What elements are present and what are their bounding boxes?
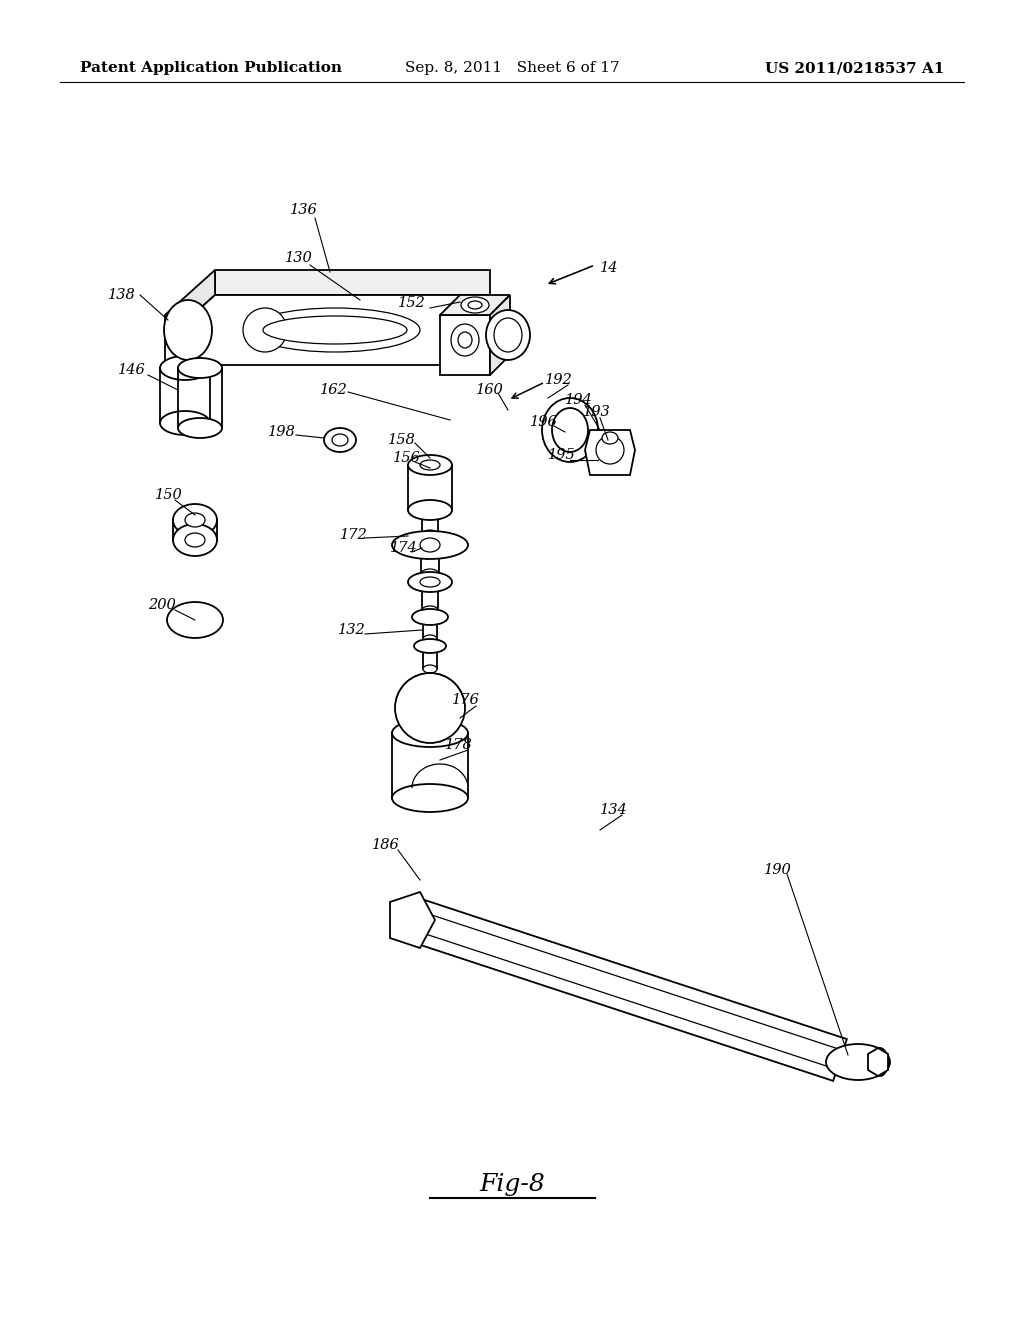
Text: 160: 160 (476, 383, 504, 397)
Text: Sep. 8, 2011   Sheet 6 of 17: Sep. 8, 2011 Sheet 6 of 17 (404, 61, 620, 75)
Ellipse shape (458, 333, 472, 348)
Ellipse shape (243, 308, 287, 352)
Ellipse shape (160, 356, 210, 380)
Text: 190: 190 (764, 863, 792, 876)
Ellipse shape (395, 673, 465, 743)
Ellipse shape (414, 639, 446, 653)
Ellipse shape (422, 606, 438, 614)
Polygon shape (409, 899, 847, 1081)
Text: 196: 196 (530, 414, 558, 429)
Polygon shape (440, 315, 490, 375)
Text: 178: 178 (445, 738, 473, 752)
Text: 150: 150 (155, 488, 182, 502)
Ellipse shape (178, 418, 222, 438)
Ellipse shape (826, 1044, 890, 1080)
Ellipse shape (420, 459, 440, 470)
Ellipse shape (185, 513, 205, 527)
Ellipse shape (542, 399, 598, 462)
Ellipse shape (332, 434, 348, 446)
Text: US 2011/0218537 A1: US 2011/0218537 A1 (765, 61, 944, 75)
Text: 136: 136 (290, 203, 317, 216)
Ellipse shape (263, 315, 407, 345)
Ellipse shape (423, 665, 437, 673)
Ellipse shape (422, 531, 438, 540)
Text: 152: 152 (398, 296, 426, 310)
Ellipse shape (408, 500, 452, 520)
Text: Patent Application Publication: Patent Application Publication (80, 61, 342, 75)
Ellipse shape (872, 1048, 888, 1076)
Ellipse shape (160, 411, 210, 436)
Ellipse shape (392, 719, 468, 747)
Text: 130: 130 (285, 251, 312, 265)
Text: 186: 186 (372, 838, 399, 851)
Ellipse shape (408, 572, 452, 591)
Ellipse shape (173, 504, 217, 536)
Ellipse shape (408, 455, 452, 475)
Text: 14: 14 (600, 261, 618, 275)
Polygon shape (165, 271, 215, 341)
Polygon shape (585, 430, 635, 475)
Ellipse shape (420, 577, 440, 587)
Polygon shape (490, 294, 510, 375)
Text: 172: 172 (340, 528, 368, 543)
Ellipse shape (423, 635, 437, 643)
Text: 156: 156 (393, 451, 421, 465)
Text: 176: 176 (452, 693, 480, 708)
Ellipse shape (494, 318, 522, 352)
Text: 193: 193 (583, 405, 610, 418)
Ellipse shape (167, 602, 223, 638)
Ellipse shape (392, 784, 468, 812)
Text: 158: 158 (388, 433, 416, 447)
Text: 162: 162 (319, 383, 348, 397)
Ellipse shape (412, 609, 449, 624)
Ellipse shape (250, 308, 420, 352)
Ellipse shape (185, 533, 205, 546)
Ellipse shape (468, 301, 482, 309)
Ellipse shape (552, 408, 588, 451)
Text: 138: 138 (108, 288, 136, 302)
Ellipse shape (596, 436, 624, 465)
Ellipse shape (164, 300, 212, 360)
Ellipse shape (324, 428, 356, 451)
Text: 132: 132 (338, 623, 366, 638)
Ellipse shape (178, 358, 222, 378)
Text: 146: 146 (118, 363, 145, 378)
Ellipse shape (486, 310, 530, 360)
Polygon shape (868, 1048, 888, 1076)
Polygon shape (165, 294, 490, 366)
Text: 134: 134 (600, 803, 628, 817)
Polygon shape (390, 892, 435, 948)
Text: 195: 195 (548, 447, 575, 462)
Ellipse shape (602, 432, 618, 444)
Ellipse shape (421, 569, 439, 579)
Ellipse shape (173, 524, 217, 556)
Ellipse shape (451, 323, 479, 356)
Text: 200: 200 (148, 598, 176, 612)
Ellipse shape (420, 539, 440, 552)
Text: 198: 198 (268, 425, 296, 440)
Text: Fig-8: Fig-8 (479, 1173, 545, 1196)
Polygon shape (215, 271, 490, 294)
Text: 174: 174 (390, 541, 418, 554)
Ellipse shape (392, 531, 468, 558)
Text: 192: 192 (545, 374, 572, 387)
Polygon shape (440, 294, 510, 315)
Text: 194: 194 (565, 393, 593, 407)
Ellipse shape (461, 297, 489, 313)
